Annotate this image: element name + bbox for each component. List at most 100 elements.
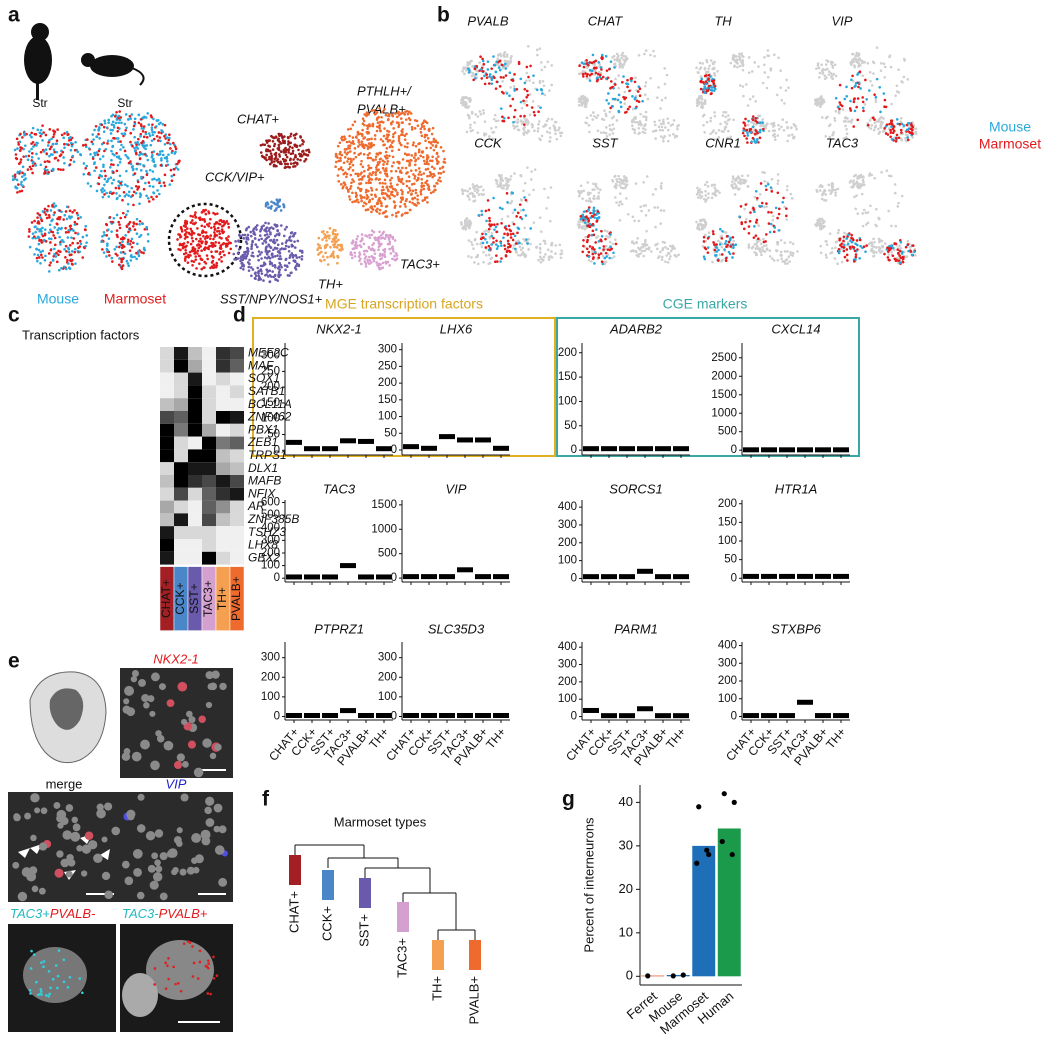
cell-dot (605, 126, 608, 129)
cell-dot (536, 88, 539, 91)
cell-dot (132, 204, 135, 207)
cell-dot (237, 239, 240, 242)
cell-dot (120, 238, 123, 241)
cell-dot (17, 183, 20, 186)
cluster-label: CCK/VIP+ (205, 169, 265, 184)
cell-dot (415, 192, 418, 195)
cell-dot (373, 144, 376, 147)
cell-dot (583, 66, 586, 69)
cell-dot (795, 128, 798, 131)
cell-dot (750, 140, 753, 143)
cell-dot (592, 229, 595, 232)
cell-dot (389, 252, 392, 255)
cell-dot (482, 112, 485, 115)
cell-dot (153, 165, 156, 168)
cell-dot (408, 187, 411, 190)
cell-dot (382, 196, 385, 199)
cell-dot (525, 100, 528, 103)
cell-dot (470, 256, 473, 259)
cell-dot (135, 168, 138, 171)
cell-dot (134, 228, 137, 231)
cell-dot (663, 67, 666, 70)
cell-dot (103, 130, 106, 133)
cell-dot (292, 235, 295, 238)
cell-dot (153, 178, 156, 181)
cell-dot (275, 165, 278, 168)
cell-dot (290, 232, 293, 235)
cell-dot (381, 159, 384, 162)
cell-dot (554, 129, 557, 132)
cell-dot (666, 248, 669, 251)
cell-dot (215, 262, 218, 265)
cell-dot (381, 182, 384, 185)
cell-dot (100, 170, 103, 173)
cell-dot (650, 250, 653, 253)
cell-dot (711, 197, 714, 200)
cell-dot (700, 80, 703, 83)
embedding-cells (577, 181, 601, 203)
cell-dot (907, 122, 910, 125)
cell-dot (68, 251, 71, 254)
cell-dot (280, 266, 283, 269)
cell-dot (910, 124, 913, 127)
cell-dot (701, 106, 704, 109)
cell-dot (588, 131, 591, 134)
cell-dot (586, 225, 589, 228)
cell-dot (509, 61, 512, 64)
cell-dot (195, 267, 198, 270)
panel-label: e (8, 650, 20, 673)
cell-dot (22, 155, 25, 158)
cell-dot (376, 210, 379, 213)
cell-dot (851, 75, 854, 78)
cell-dot (192, 215, 195, 218)
cell-dot (239, 260, 242, 263)
cell-dot (379, 129, 382, 132)
cell-dot (238, 248, 241, 251)
cell-dot (246, 250, 249, 253)
cell-dot (605, 115, 608, 118)
cell-dot (490, 243, 493, 246)
cell-dot (52, 214, 55, 217)
cell-dot (357, 175, 360, 178)
cell-dot (38, 243, 41, 246)
cell-dot (416, 194, 419, 197)
cell-dot (828, 73, 831, 76)
cell-dot (490, 67, 493, 70)
cell-dot (734, 179, 737, 182)
cell-dot (18, 162, 21, 165)
cell-dot (203, 218, 206, 221)
cell-dot (625, 82, 628, 85)
cell-dot (732, 54, 735, 57)
cell-dot (731, 180, 734, 183)
cell-dot (870, 127, 873, 130)
cell-dot (289, 235, 292, 238)
cell-dot (275, 208, 278, 211)
cell-dot (610, 247, 613, 250)
embedding-cells (695, 59, 719, 81)
cell-dot (408, 180, 411, 183)
cell-dot (585, 62, 588, 65)
cell-dot (394, 206, 397, 209)
cell-dot (160, 157, 163, 160)
cell-dot (53, 202, 56, 205)
cell-dot (499, 60, 502, 63)
cell-dot (381, 192, 384, 195)
cell-dot (107, 195, 110, 198)
cell-dot (348, 147, 351, 150)
cell-dot (144, 182, 147, 185)
cell-dot (47, 205, 50, 208)
cell-dot (323, 259, 326, 262)
cell-dot (582, 239, 585, 242)
cell-dot (431, 155, 434, 158)
cell-dot (371, 229, 374, 232)
cell-dot (607, 236, 610, 239)
cell-dot (606, 69, 609, 72)
cell-dot (411, 202, 414, 205)
cell-dot (377, 121, 380, 124)
cell-dot (411, 183, 414, 186)
cell-dot (366, 113, 369, 116)
cell-dot (529, 93, 532, 96)
cell-dot (735, 55, 738, 58)
cell-dot (464, 105, 467, 108)
cell-dot (414, 127, 417, 130)
